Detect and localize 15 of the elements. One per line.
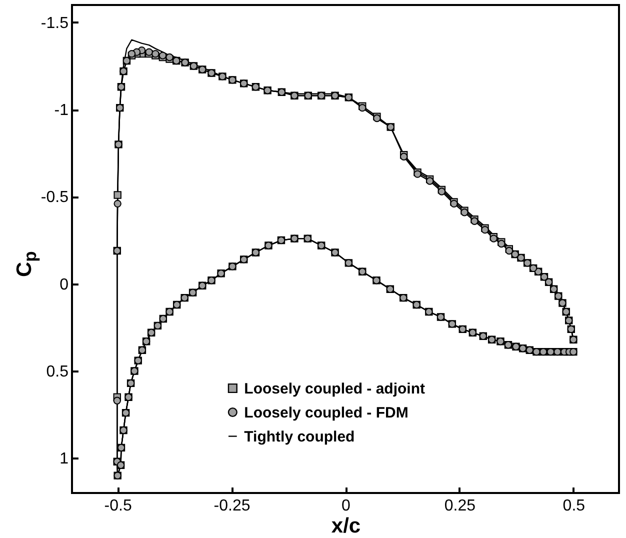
x-tick-label: 0 [342, 498, 351, 514]
legend-label: Tightly coupled [244, 428, 355, 446]
y-tick-label: 1 [60, 450, 69, 468]
y-tick-label: -1.5 [40, 14, 69, 32]
legend-label: Loosely coupled - FDM [244, 404, 408, 422]
y-tick-label: -1 [54, 102, 69, 120]
x-tick-label: -0.25 [214, 498, 250, 514]
y-tick-label: 0.5 [46, 364, 69, 380]
legend-label: Loosely coupled - adjoint [244, 380, 426, 398]
y-tick-label: 0 [60, 276, 69, 294]
x-axis-title: x/c [331, 514, 361, 538]
x-tick-label: -0.5 [104, 498, 132, 514]
x-tick-label: 0.25 [444, 498, 476, 514]
y-tick-label: -0.5 [40, 189, 69, 206]
x-tick-label: 0.5 [562, 498, 586, 514]
